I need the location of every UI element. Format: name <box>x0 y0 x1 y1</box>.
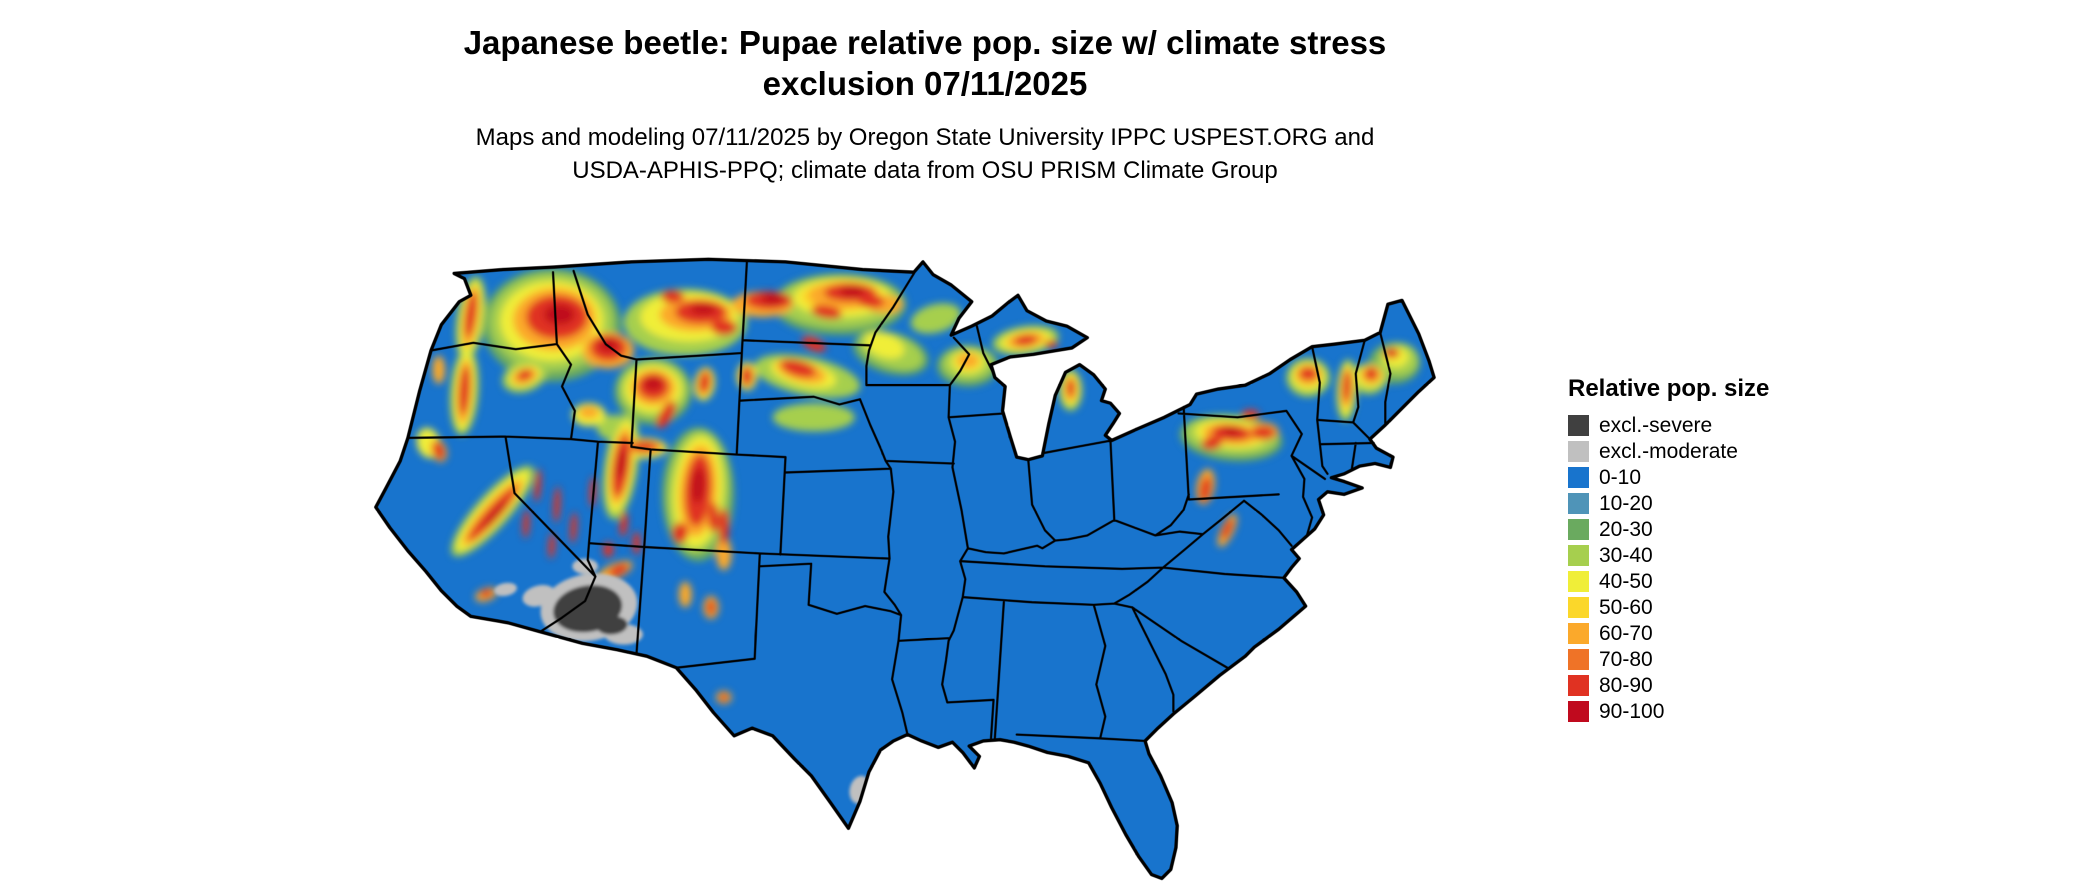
legend-item: 80-90 <box>1568 672 1769 698</box>
legend-item: 40-50 <box>1568 568 1769 594</box>
page-title: Japanese beetle: Pupae relative pop. siz… <box>0 22 1850 105</box>
legend-title: Relative pop. size <box>1568 375 1770 402</box>
legend-item-label: 80-90 <box>1599 673 1653 697</box>
legend-item: excl.-severe <box>1568 412 1769 438</box>
header: Japanese beetle: Pupae relative pop. siz… <box>0 22 1850 187</box>
subtitle-line-2: USDA-APHIS-PPQ; climate data from OSU PR… <box>572 156 1278 184</box>
legend-swatch <box>1568 414 1589 436</box>
us-map-svg <box>374 257 1436 881</box>
legend-swatch <box>1568 440 1589 462</box>
legend-swatch <box>1568 648 1589 670</box>
legend-items: excl.-severe excl.-moderate 0-10 10-20 20-30… <box>1568 412 1769 724</box>
legend-item: 20-30 <box>1568 516 1769 542</box>
legend-swatch <box>1568 622 1589 644</box>
legend-swatch <box>1568 570 1589 592</box>
legend-item: 0-10 <box>1568 464 1769 490</box>
attribution-subtitle: Maps and modeling 07/11/2025 by Oregon S… <box>0 121 1850 187</box>
legend-item: 10-20 <box>1568 490 1769 516</box>
legend-item-label: excl.-moderate <box>1599 439 1738 463</box>
legend-item: 90-100 <box>1568 698 1769 724</box>
legend-item-label: 30-40 <box>1599 543 1653 567</box>
legend-swatch <box>1568 544 1589 566</box>
legend-item: 50-60 <box>1568 594 1769 620</box>
exclusion-overlay <box>494 558 871 804</box>
title-line-1: Japanese beetle: Pupae relative pop. siz… <box>463 24 1387 61</box>
legend-item: 30-40 <box>1568 542 1769 568</box>
legend-swatch <box>1568 674 1589 696</box>
legend-item-label: 60-70 <box>1599 621 1653 645</box>
legend-item: excl.-moderate <box>1568 438 1769 464</box>
title-line-2: exclusion 07/11/2025 <box>762 65 1088 103</box>
legend-item: 70-80 <box>1568 646 1769 672</box>
legend-item-label: 70-80 <box>1599 647 1653 671</box>
subtitle-line-1: Maps and modeling 07/11/2025 by Oregon S… <box>475 123 1375 151</box>
legend-item-label: 50-60 <box>1599 595 1653 619</box>
us-heat-map <box>300 222 1533 890</box>
legend-swatch <box>1568 466 1589 488</box>
legend-item-label: 40-50 <box>1599 569 1653 593</box>
legend-item-label: excl.-severe <box>1599 413 1713 437</box>
legend-item-label: 0-10 <box>1599 465 1642 489</box>
legend-item-label: 10-20 <box>1599 491 1653 515</box>
legend-item-label: 20-30 <box>1599 517 1653 541</box>
legend-item: 60-70 <box>1568 620 1769 646</box>
legend-item-label: 90-100 <box>1599 699 1665 723</box>
legend-swatch <box>1568 596 1589 618</box>
state-borders <box>406 259 1392 743</box>
map-legend: Relative pop. size excl.-severe excl.-mod… <box>1568 375 1769 724</box>
legend-swatch <box>1568 518 1589 540</box>
legend-swatch <box>1568 700 1589 722</box>
legend-swatch <box>1568 492 1589 514</box>
